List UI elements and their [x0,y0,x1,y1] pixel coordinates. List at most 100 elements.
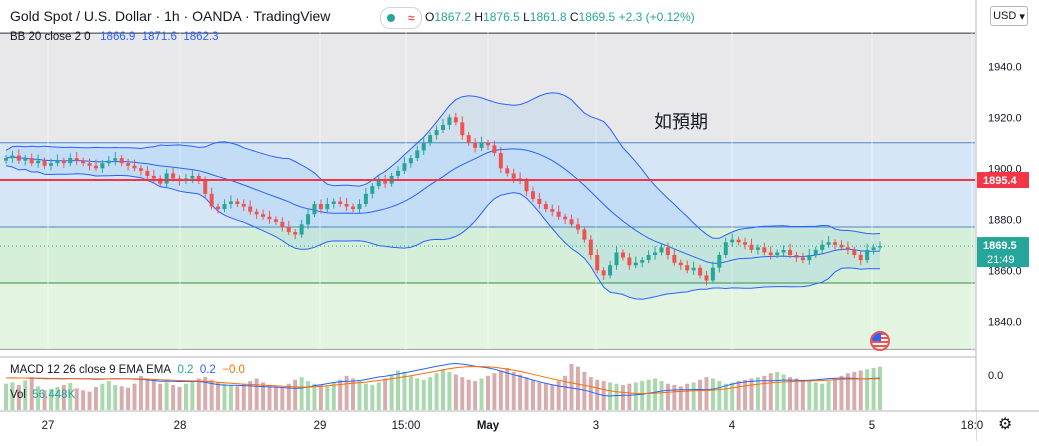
volume-bar [543,383,548,410]
volume-bar [485,375,490,410]
candle [325,197,330,213]
low-label: L [523,10,530,24]
candle [550,204,555,217]
candle-body [29,158,34,164]
candle-body [228,201,233,204]
volume-bar [126,387,131,410]
volume-bar [254,378,259,410]
candle-body [55,160,60,164]
volume-bar [4,383,8,410]
close-label: C [569,10,579,24]
candle-body [396,170,401,176]
volume-bar [775,371,780,410]
candle [833,239,838,250]
x-tick-label: 15:00 [392,420,421,432]
candle-body [485,142,490,146]
vol-legend[interactable]: Vol 56.448K [10,389,75,401]
candle [306,208,311,229]
bb-legend[interactable]: BB 20 close 2 0 1866.9 1871.6 1862.3 [10,31,219,43]
volume-bar [402,371,407,410]
x-tick-label: 5 [869,420,875,432]
macd-hist: −0.0 [222,364,245,376]
candle [55,154,60,167]
currency-label: USD [993,10,1017,22]
volume-bar [794,378,799,410]
candle-body [479,142,484,148]
volume-bar [61,385,66,410]
candle [659,244,664,256]
us-flag-icon[interactable] [870,331,890,351]
volume-bar [833,378,838,410]
candle [575,218,580,235]
volume-bar [428,377,433,410]
volume-bar [93,387,98,410]
volume-bar [171,385,176,410]
candle-body [344,204,349,207]
candle [138,165,143,176]
volume-bar [640,381,645,410]
volume-bar [36,386,41,410]
candle-body [312,204,317,215]
volume-bar [530,379,535,410]
macd-legend[interactable]: MACD 12 26 close 9 EMA EMA 0.2 0.2 −0.0 [10,364,245,376]
volume-bar [100,383,105,410]
candle-body [800,257,805,261]
candle [588,235,593,260]
candle-body [839,244,844,248]
candle-body [235,201,240,204]
gear-icon[interactable]: ⚙ [998,416,1013,433]
open-value: 1867.2 [434,10,472,24]
macd-signal: 0.2 [199,364,216,376]
volume-bar [575,366,580,410]
candle [627,252,632,270]
candle-body [852,249,857,255]
candle-body [492,145,497,153]
candle-body [678,262,683,266]
candle-body [132,165,137,169]
candle [453,112,458,126]
candle-body [42,160,47,166]
volume-bar [466,379,471,410]
volume-bar [518,374,523,410]
candle [485,139,490,150]
volume-bar [363,383,368,410]
currency-select[interactable]: USD ▾ [990,6,1028,26]
candle [42,157,47,169]
candle-body [845,247,850,250]
volume-bar [421,379,426,410]
last-price-label: 1869.5 [983,240,1017,252]
candle [807,248,812,265]
candle [280,217,285,232]
volume-bar [106,381,111,410]
symbol-title[interactable]: Gold Spot / U.S. Dollar · 1h · OANDA · T… [10,8,330,24]
candle-body [68,158,73,164]
candle-body [858,255,863,261]
ohlc-readout: O1867.2 H1876.5 L1861.8 C1869.5 +2.3 (+0… [425,10,695,24]
candle [794,251,799,263]
market-status-pill[interactable]: ≈ [380,7,422,29]
candle [235,198,240,208]
candle [351,203,356,213]
candle [447,114,452,130]
candle-body [48,163,53,166]
volume-bar [743,379,748,410]
candle [100,160,105,173]
volume-bar [312,383,317,410]
candle-body [813,249,818,255]
volume-bar [376,382,381,410]
symbol-name: Gold Spot / U.S. Dollar [10,8,152,24]
candle-body [338,201,343,204]
candle [556,205,561,220]
candle-body [318,204,323,210]
candle [563,213,568,224]
candle-body [588,239,593,255]
candle [749,238,754,253]
y-tick-label: 1860.0 [988,265,1022,277]
volume-bar [273,386,278,410]
candle-body [569,219,574,225]
volume-bar [620,385,625,410]
candle-body [4,158,8,161]
volume-bar [550,385,555,410]
bb-basis-line [5,148,881,264]
